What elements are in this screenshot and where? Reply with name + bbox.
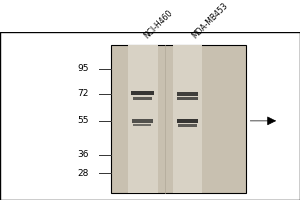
Text: 55: 55 (77, 116, 88, 125)
Text: MDA-MB453: MDA-MB453 (190, 1, 230, 40)
FancyBboxPatch shape (172, 45, 203, 193)
Text: NCI-H460: NCI-H460 (142, 8, 175, 40)
FancyBboxPatch shape (134, 124, 152, 126)
Text: 72: 72 (77, 89, 88, 98)
FancyBboxPatch shape (178, 124, 197, 127)
Text: 95: 95 (77, 64, 88, 73)
FancyBboxPatch shape (111, 45, 246, 193)
Text: 36: 36 (77, 150, 88, 159)
FancyBboxPatch shape (128, 45, 158, 193)
FancyBboxPatch shape (133, 97, 152, 100)
FancyBboxPatch shape (131, 91, 154, 95)
FancyBboxPatch shape (177, 97, 198, 100)
FancyBboxPatch shape (132, 119, 153, 123)
FancyBboxPatch shape (177, 119, 198, 123)
FancyBboxPatch shape (177, 92, 198, 96)
Text: 28: 28 (77, 169, 88, 178)
